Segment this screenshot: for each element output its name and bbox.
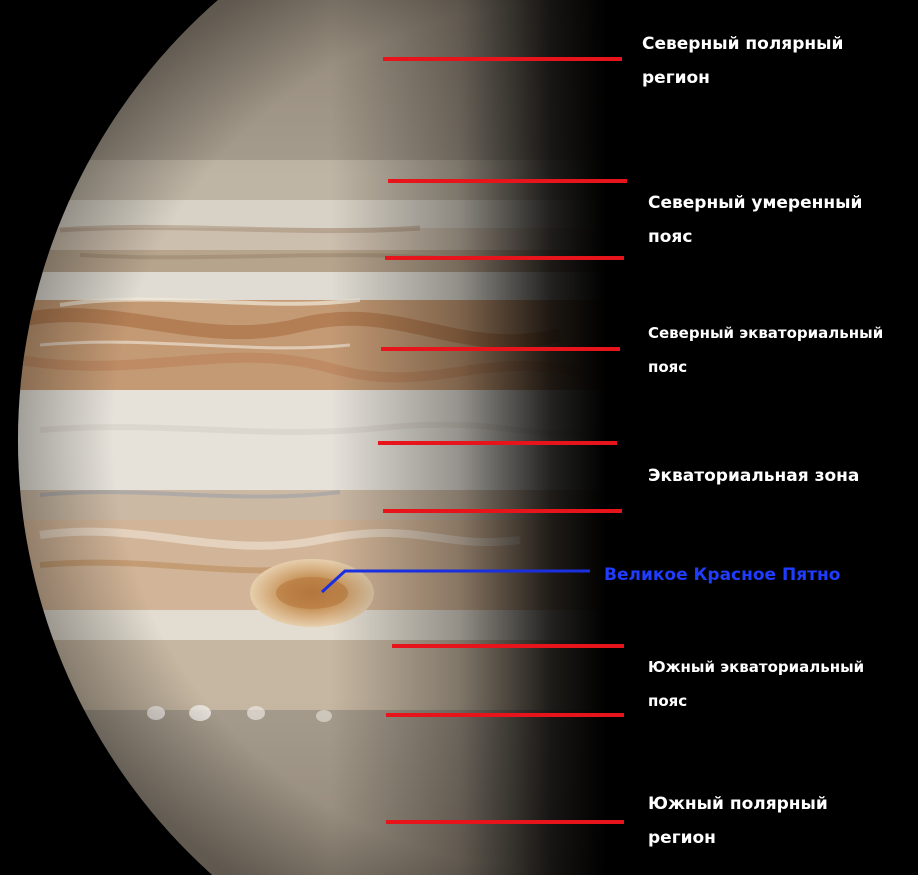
label-equatorial-zone: Экваториальная зона <box>648 459 859 493</box>
label-north-polar: Северный полярный регион <box>642 27 843 95</box>
label-north-temperate-line2: пояс <box>648 227 693 247</box>
great-red-spot-pointer <box>320 569 590 594</box>
label-north-temperate: Северный умеренный пояс <box>648 186 862 254</box>
label-south-polar-line1: Южный полярный <box>648 794 828 814</box>
label-equatorial-zone-line1: Экваториальная зона <box>648 466 860 486</box>
label-great-red-spot: Великое Красное Пятно <box>604 558 840 592</box>
label-south-equatorial-line2: пояс <box>648 692 688 710</box>
label-north-equatorial-line1: Северный экваториальный <box>648 324 884 342</box>
label-north-equatorial-line2: пояс <box>648 358 688 376</box>
label-north-equatorial: Северный экваториальный пояс <box>648 316 883 384</box>
label-great-red-spot-line1: Великое Красное Пятно <box>604 565 841 585</box>
zone-markers <box>378 57 627 824</box>
label-north-temperate-line1: Северный умеренный <box>648 193 863 213</box>
label-north-polar-line1: Северный полярный <box>642 34 844 54</box>
label-north-polar-line2: регион <box>642 68 710 88</box>
label-south-equatorial-line1: Южный экваториальный <box>648 658 865 676</box>
label-south-polar-line2: регион <box>648 828 716 848</box>
label-south-polar: Южный полярный регион <box>648 787 828 855</box>
label-south-equatorial: Южный экваториальный пояс <box>648 650 864 718</box>
